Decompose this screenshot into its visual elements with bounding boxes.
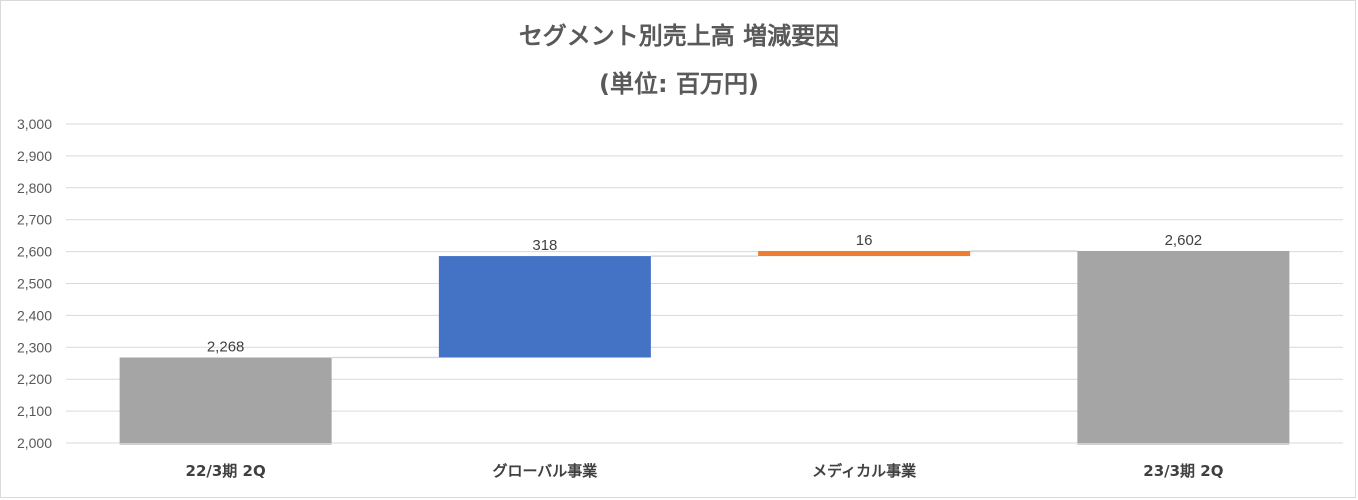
bars — [119, 250, 1290, 445]
x-category-label: 23/3期 2Q — [1143, 462, 1223, 480]
data-label: 16 — [856, 232, 873, 249]
x-category-label: 22/3期 2Q — [186, 462, 266, 480]
x-axis-category-labels: 22/3期 2Q グローバル事業 メディカル事業 23/3期 2Q — [186, 462, 1224, 480]
y-tick-label: 2,400 — [17, 307, 52, 323]
y-tick-label: 2,700 — [17, 212, 52, 228]
y-tick-label: 2,800 — [17, 180, 52, 196]
x-category-label: グローバル事業 — [492, 462, 598, 480]
y-tick-label: 2,100 — [17, 403, 52, 419]
y-axis-tick-labels: 2,000 2,100 2,200 2,300 2,400 2,500 2,600 2,700… — [17, 116, 52, 451]
bar-connectors — [331, 250, 1078, 359]
y-tick-label: 2,000 — [17, 435, 52, 451]
y-tick-label: 2,200 — [17, 371, 52, 387]
bar — [1077, 250, 1290, 443]
y-tick-label: 2,600 — [17, 244, 52, 260]
data-label: 2,268 — [207, 339, 245, 356]
chart-title: セグメント別売上高 増減要因 — [518, 22, 840, 50]
y-tick-label: 2,500 — [17, 276, 52, 292]
chart-subtitle: (単位: 百万円) — [599, 70, 759, 98]
x-category-label: メディカル事業 — [812, 462, 917, 480]
data-labels: 2,268 318 16 2,602 — [207, 232, 1202, 356]
y-tick-label: 2,300 — [17, 339, 52, 355]
bar — [438, 256, 651, 358]
data-label: 318 — [532, 237, 557, 254]
data-label: 2,602 — [1165, 232, 1203, 249]
bar — [758, 250, 971, 257]
y-tick-label: 3,000 — [17, 116, 52, 132]
bar — [119, 357, 332, 443]
y-tick-label: 2,900 — [17, 148, 52, 164]
